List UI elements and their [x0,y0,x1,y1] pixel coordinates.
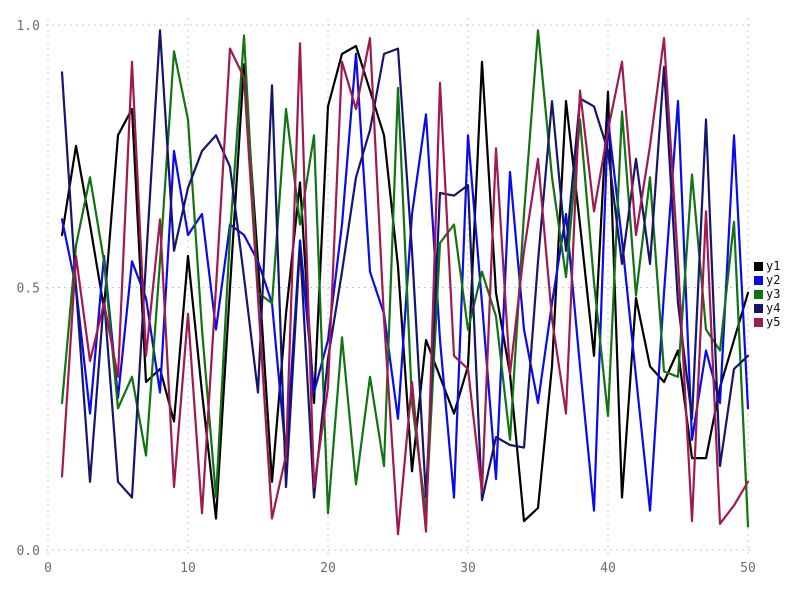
y-tick-label: 1.0 [17,19,40,34]
legend-item-y1: y1 [754,260,780,273]
series-line-y5 [60,36,750,536]
x-tick-label: 40 [600,561,616,576]
x-tick-label: 30 [460,561,476,576]
series-line-y1 [60,44,750,523]
legend-label: y3 [766,287,781,301]
legend-swatch-icon [754,262,763,271]
legend-swatch-icon [754,276,763,285]
legend-item-y5: y5 [754,316,780,329]
x-tick-label: 0 [44,561,52,576]
legend-swatch-icon [754,304,763,313]
legend-label: y4 [766,301,781,315]
series-line-y4 [60,29,750,502]
legend-item-y4: y4 [754,302,780,315]
y-tick-label: 0.5 [17,282,40,297]
legend-label: y1 [766,259,781,273]
legend-label: y2 [766,273,781,287]
x-tick-label: 20 [320,561,336,576]
x-tick-label: 10 [180,561,196,576]
legend-item-y2: y2 [754,274,780,287]
series-line-y3 [60,29,750,528]
legend-item-y3: y3 [754,288,780,301]
series-line-y2 [60,52,750,512]
chart-legend: y1 y2 y3 y4 y5 [754,260,780,329]
legend-swatch-icon [754,318,763,327]
legend-swatch-icon [754,290,763,299]
x-tick-label: 50 [740,561,756,576]
legend-label: y5 [766,315,781,329]
y-tick-label: 0.0 [17,544,40,559]
